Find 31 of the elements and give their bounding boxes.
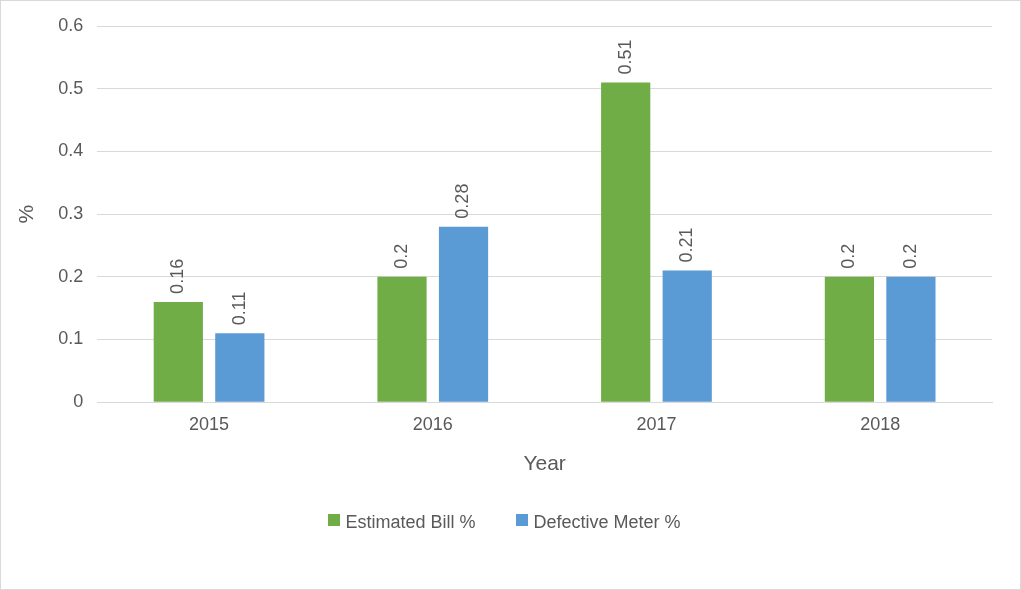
y-tick-label: 0.3 [58,203,84,224]
y-axis-title: % [14,204,38,224]
bar [153,301,203,402]
bar [377,276,427,402]
bar [215,333,265,402]
bar [886,276,936,402]
data-label: 0.2 [390,243,411,269]
bar [824,276,874,402]
bar [438,226,489,402]
bar [662,270,712,402]
y-tick-label: 0 [73,391,84,412]
legend-label: Defective Meter % [533,511,682,534]
x-tick-label: 2015 [189,413,230,434]
y-tick-label: 0.1 [58,328,84,349]
data-label: 0.11 [228,291,249,326]
data-label: 0.16 [167,258,188,294]
bar [601,82,651,402]
data-label: 0.28 [452,183,473,219]
data-label: 0.21 [676,227,697,263]
x-tick-label: 2016 [412,413,453,434]
x-axis-title: Year [523,451,566,475]
x-tick-label: 2018 [860,413,901,434]
legend-label: Estimated Bill % [345,511,477,534]
data-label: 0.2 [838,243,859,269]
y-tick-label: 0.6 [58,14,84,35]
y-tick-label: 0.4 [58,140,84,161]
x-tick-label: 2017 [636,413,677,434]
data-label: 0.2 [899,243,920,269]
data-label: 0.51 [614,39,635,75]
y-tick-label: 0.2 [58,265,84,286]
y-tick-label: 0.5 [58,77,84,98]
